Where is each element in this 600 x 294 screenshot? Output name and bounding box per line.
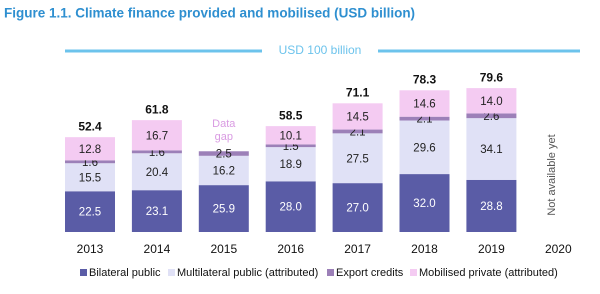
bar-segment bbox=[131, 153, 182, 191]
total-label: 78.3 bbox=[413, 72, 437, 86]
value-label: 20.4 bbox=[146, 167, 169, 179]
bar-segment bbox=[399, 90, 450, 117]
value-label: 25.9 bbox=[213, 204, 235, 216]
bar-segment bbox=[265, 126, 316, 145]
bar-segment bbox=[265, 147, 316, 182]
value-label: 34.1 bbox=[480, 144, 502, 156]
legend-swatch bbox=[80, 269, 87, 276]
value-label: 15.5 bbox=[79, 172, 101, 184]
bar-segment bbox=[65, 191, 115, 232]
value-label: 14.5 bbox=[346, 111, 368, 123]
bar-segment bbox=[65, 137, 115, 161]
legend-swatch bbox=[327, 269, 334, 276]
value-label: 29.6 bbox=[413, 142, 435, 154]
legend-label: Multilateral public (attributed) bbox=[177, 267, 318, 279]
x-tick-label: 2014 bbox=[144, 242, 171, 256]
bar-segment bbox=[265, 144, 316, 148]
chart-title: Figure 1.1. Climate finance provided and… bbox=[4, 6, 415, 21]
total-label: 61.8 bbox=[145, 102, 169, 116]
bar-segment bbox=[466, 113, 517, 119]
value-label: 28.8 bbox=[480, 201, 502, 213]
bar-segment bbox=[399, 116, 450, 121]
value-label: 23.1 bbox=[146, 206, 168, 218]
bar-segment bbox=[65, 160, 115, 164]
value-label: 14.6 bbox=[413, 99, 435, 111]
legend-label: Mobilised private (attributed) bbox=[419, 267, 558, 279]
value-label: 12.8 bbox=[79, 144, 101, 156]
value-label: 22.5 bbox=[79, 207, 101, 219]
bar-segment bbox=[466, 88, 517, 114]
bar-segment bbox=[466, 118, 517, 180]
x-tick-label: 2015 bbox=[210, 242, 237, 256]
bar-segment bbox=[198, 185, 249, 232]
bar-segment bbox=[131, 150, 182, 154]
value-label: 32.0 bbox=[413, 198, 435, 210]
bar-segment bbox=[332, 133, 383, 184]
value-label: 27.0 bbox=[346, 203, 368, 215]
value-label: 28.0 bbox=[280, 202, 302, 214]
annotation: Not available yet bbox=[546, 134, 558, 215]
bar-segment bbox=[332, 183, 383, 232]
bar-segment bbox=[198, 151, 249, 156]
value-label: 27.5 bbox=[346, 153, 368, 165]
total-label: 79.6 bbox=[480, 70, 504, 84]
value-label: 2.6 bbox=[483, 111, 499, 123]
annotation: Data gap bbox=[212, 118, 236, 143]
bar-segment bbox=[332, 129, 383, 134]
legend-swatch bbox=[168, 269, 175, 276]
bar-segment bbox=[466, 179, 517, 232]
x-tick-label: 2016 bbox=[277, 242, 304, 256]
value-label: 18.9 bbox=[280, 159, 302, 171]
bar-segment bbox=[65, 163, 115, 192]
bar-segment bbox=[131, 190, 182, 232]
x-tick-label: 2018 bbox=[411, 242, 438, 256]
bar-segment bbox=[399, 120, 450, 175]
legend-label: Bilateral public bbox=[89, 267, 161, 279]
reference-label: USD 100 billion bbox=[279, 43, 362, 57]
x-tick-label: 2020 bbox=[545, 242, 572, 256]
x-tick-label: 2019 bbox=[478, 242, 505, 256]
value-label: 16.2 bbox=[213, 165, 235, 177]
total-label: 58.5 bbox=[279, 108, 303, 122]
value-label: 10.1 bbox=[280, 130, 302, 142]
bar-segment bbox=[265, 181, 316, 232]
bar-segment bbox=[131, 120, 182, 151]
total-label: 71.1 bbox=[346, 85, 370, 99]
total-label: 52.4 bbox=[78, 119, 102, 133]
value-label: 16.7 bbox=[146, 130, 168, 142]
x-tick-label: 2013 bbox=[77, 242, 104, 256]
x-tick-label: 2017 bbox=[344, 242, 371, 256]
legend-swatch bbox=[410, 269, 417, 276]
reference-label-bg bbox=[262, 42, 378, 60]
legend-label: Export credits bbox=[336, 267, 404, 279]
value-label: 2.5 bbox=[216, 149, 232, 161]
bar-segment bbox=[399, 174, 450, 232]
value-label: 14.0 bbox=[480, 96, 502, 108]
bar-segment bbox=[332, 103, 383, 130]
bar-segment bbox=[198, 155, 249, 186]
